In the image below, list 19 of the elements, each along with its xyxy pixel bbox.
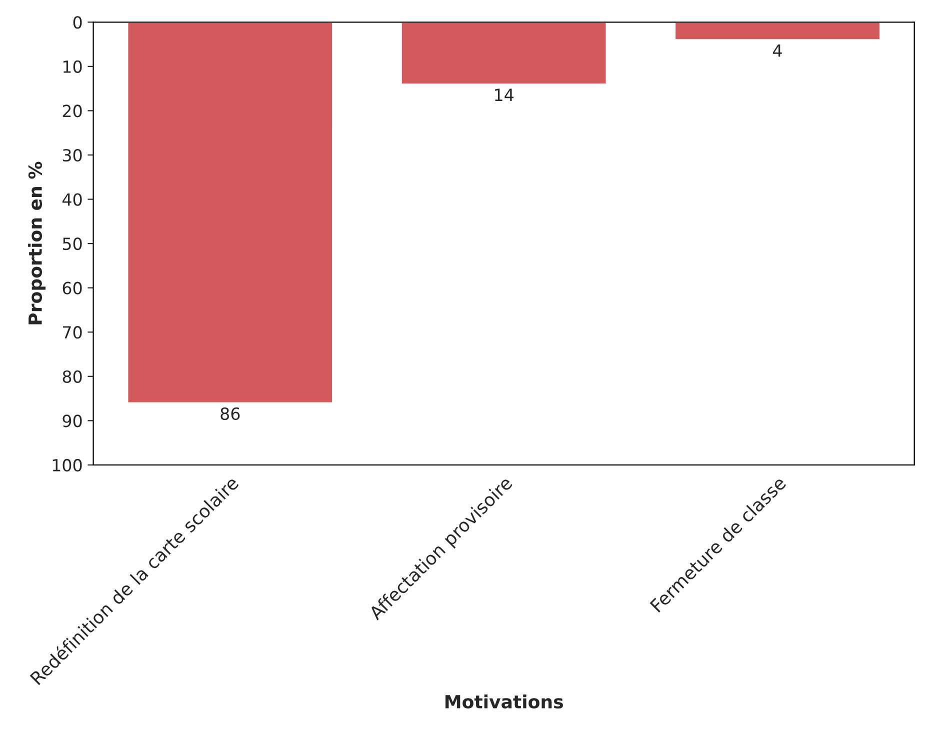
- bar: [126, 22, 334, 404]
- y-tick-label: 90: [62, 414, 82, 428]
- y-tick-label: 80: [62, 370, 82, 383]
- data-label: 4: [773, 44, 782, 57]
- y-tick-label: 40: [62, 193, 82, 206]
- y-tick-label: 0: [73, 16, 82, 29]
- y-tick-label: 50: [62, 238, 82, 250]
- bar: [674, 22, 881, 41]
- y-tick-label: 10: [64, 60, 82, 73]
- y-tick-label: 70: [63, 326, 82, 339]
- y-tick-label: 20: [62, 104, 82, 118]
- data-label: 86: [220, 407, 240, 420]
- y-tick-label: 30: [62, 148, 82, 162]
- y-tick-label: 60: [62, 282, 82, 294]
- y-tick-label: 100: [52, 458, 82, 472]
- x-axis-title: Motivations: [445, 694, 563, 709]
- bar: [400, 22, 608, 85]
- y-axis-title: Proportion en %: [28, 162, 46, 324]
- data-label: 14: [495, 88, 514, 101]
